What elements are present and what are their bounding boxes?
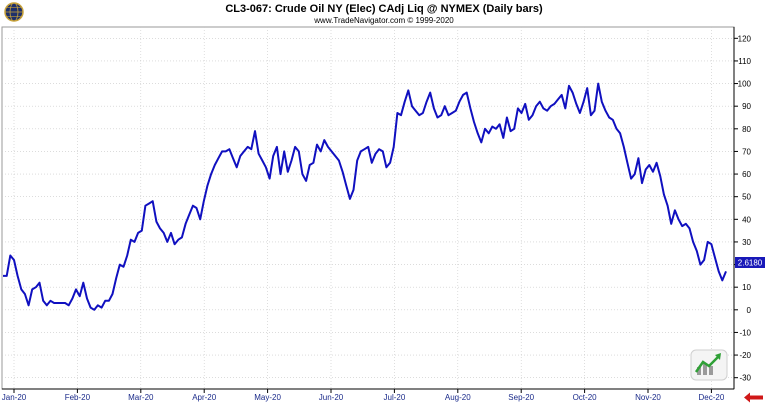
trend-up-icon (690, 349, 728, 381)
x-tick-label: Apr-20 (192, 393, 217, 402)
globe-logo-icon (4, 2, 24, 22)
price-series-line (3, 82, 727, 311)
last-value-label: 2.6180 (738, 259, 763, 268)
y-tick-label: 30 (742, 238, 751, 247)
x-tick-label: May-20 (254, 393, 281, 402)
x-tick-label: Jul-20 (384, 393, 406, 402)
gridlines (2, 27, 734, 389)
y-tick-label: -10 (739, 328, 751, 337)
scroll-right-arrow-icon[interactable] (741, 392, 767, 403)
y-tick-label: 50 (742, 193, 751, 202)
y-tick-label: 100 (738, 80, 752, 89)
x-tick-label: Feb-20 (65, 393, 91, 402)
y-tick-label: 110 (738, 57, 751, 66)
series-group (3, 82, 727, 311)
y-tick-label: -30 (739, 374, 751, 383)
y-axis-ticks: 1201101009080706050403020100-10-20-30 (734, 34, 752, 383)
x-tick-label: Jan-20 (2, 393, 27, 402)
y-tick-label: 80 (742, 125, 751, 134)
x-tick-label: Mar-20 (128, 393, 154, 402)
x-axis-ticks: Jan-20 Feb-20 Mar-20 Apr-20 May-20 Jun-20 Jul-… (2, 389, 725, 402)
x-tick-label: Nov-20 (635, 393, 661, 402)
y-tick-label: 70 (742, 147, 751, 156)
chart-subtitle: www.TradeNavigator.com © 1999-2020 (313, 16, 454, 25)
y-tick-label: 90 (742, 102, 751, 111)
y-tick-label: 0 (747, 306, 752, 315)
last-value-box (735, 257, 765, 268)
y-tick-label: 60 (742, 170, 751, 179)
x-tick-label: Sep-20 (508, 393, 534, 402)
plot-area (1, 26, 735, 390)
x-tick-label: Dec-20 (699, 393, 725, 402)
y-tick-label: 10 (742, 283, 751, 292)
chart-title: CL3-067: Crude Oil NY (Elec) CAdj Liq @ … (225, 3, 543, 15)
x-tick-label: Oct-20 (573, 393, 598, 402)
x-tick-label: Aug-20 (445, 393, 471, 402)
last-value-marker: 2.6180 (735, 257, 765, 268)
y-tick-label: 120 (738, 34, 752, 43)
y-tick-label: 40 (742, 215, 751, 224)
y-tick-label: -20 (739, 351, 751, 360)
x-tick-label: Jun-20 (319, 393, 344, 402)
